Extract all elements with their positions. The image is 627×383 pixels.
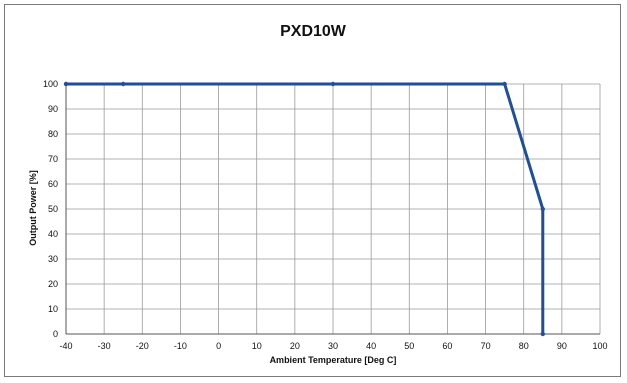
x-tick-label: 100 xyxy=(592,341,607,351)
data-point xyxy=(540,206,545,212)
x-tick-label: 20 xyxy=(290,341,300,351)
x-tick-label: -40 xyxy=(59,341,72,351)
y-axis-label: Output Power [%] xyxy=(28,170,38,246)
data-point xyxy=(63,81,69,87)
y-tick-label: 0 xyxy=(53,329,58,339)
x-tick-label: 90 xyxy=(557,341,567,351)
x-tick-label: 30 xyxy=(328,341,338,351)
x-tick-label: -10 xyxy=(174,341,187,351)
x-tick-label: -20 xyxy=(136,341,149,351)
x-axis-label: Ambient Temperature [Deg C] xyxy=(270,355,397,365)
data-point xyxy=(540,331,545,337)
x-tick-label: 40 xyxy=(366,341,376,351)
x-tick-label: 70 xyxy=(481,341,491,351)
y-tick-label: 50 xyxy=(48,204,58,214)
tick-labels: -40 -30 -20 -10 0 10 20 30 40 50 60 70 80 90 100 0 10 20 3… xyxy=(43,79,608,351)
chart-title: PXD10W xyxy=(280,23,347,40)
data-point xyxy=(330,81,336,87)
grid xyxy=(65,83,601,335)
y-tick-label: 90 xyxy=(48,104,58,114)
x-tick-label: 0 xyxy=(216,341,221,351)
x-tick-label: 10 xyxy=(252,341,262,351)
data-point xyxy=(502,81,507,87)
x-tick-label: 50 xyxy=(404,341,414,351)
x-tick-label: 60 xyxy=(442,341,452,351)
x-tick-label: 80 xyxy=(519,341,529,351)
y-tick-label: 10 xyxy=(48,304,58,314)
x-tick-label: -30 xyxy=(98,341,111,351)
y-tick-label: 40 xyxy=(48,229,58,239)
series-layer xyxy=(63,81,545,337)
y-tick-label: 60 xyxy=(48,179,58,189)
y-tick-label: 100 xyxy=(43,79,58,89)
y-tick-label: 70 xyxy=(48,154,58,164)
y-tick-label: 20 xyxy=(48,279,58,289)
series-line xyxy=(66,82,545,334)
y-tick-label: 80 xyxy=(48,129,58,139)
y-tick-label: 30 xyxy=(48,254,58,264)
data-point xyxy=(121,81,126,87)
chart-frame xyxy=(4,4,621,377)
